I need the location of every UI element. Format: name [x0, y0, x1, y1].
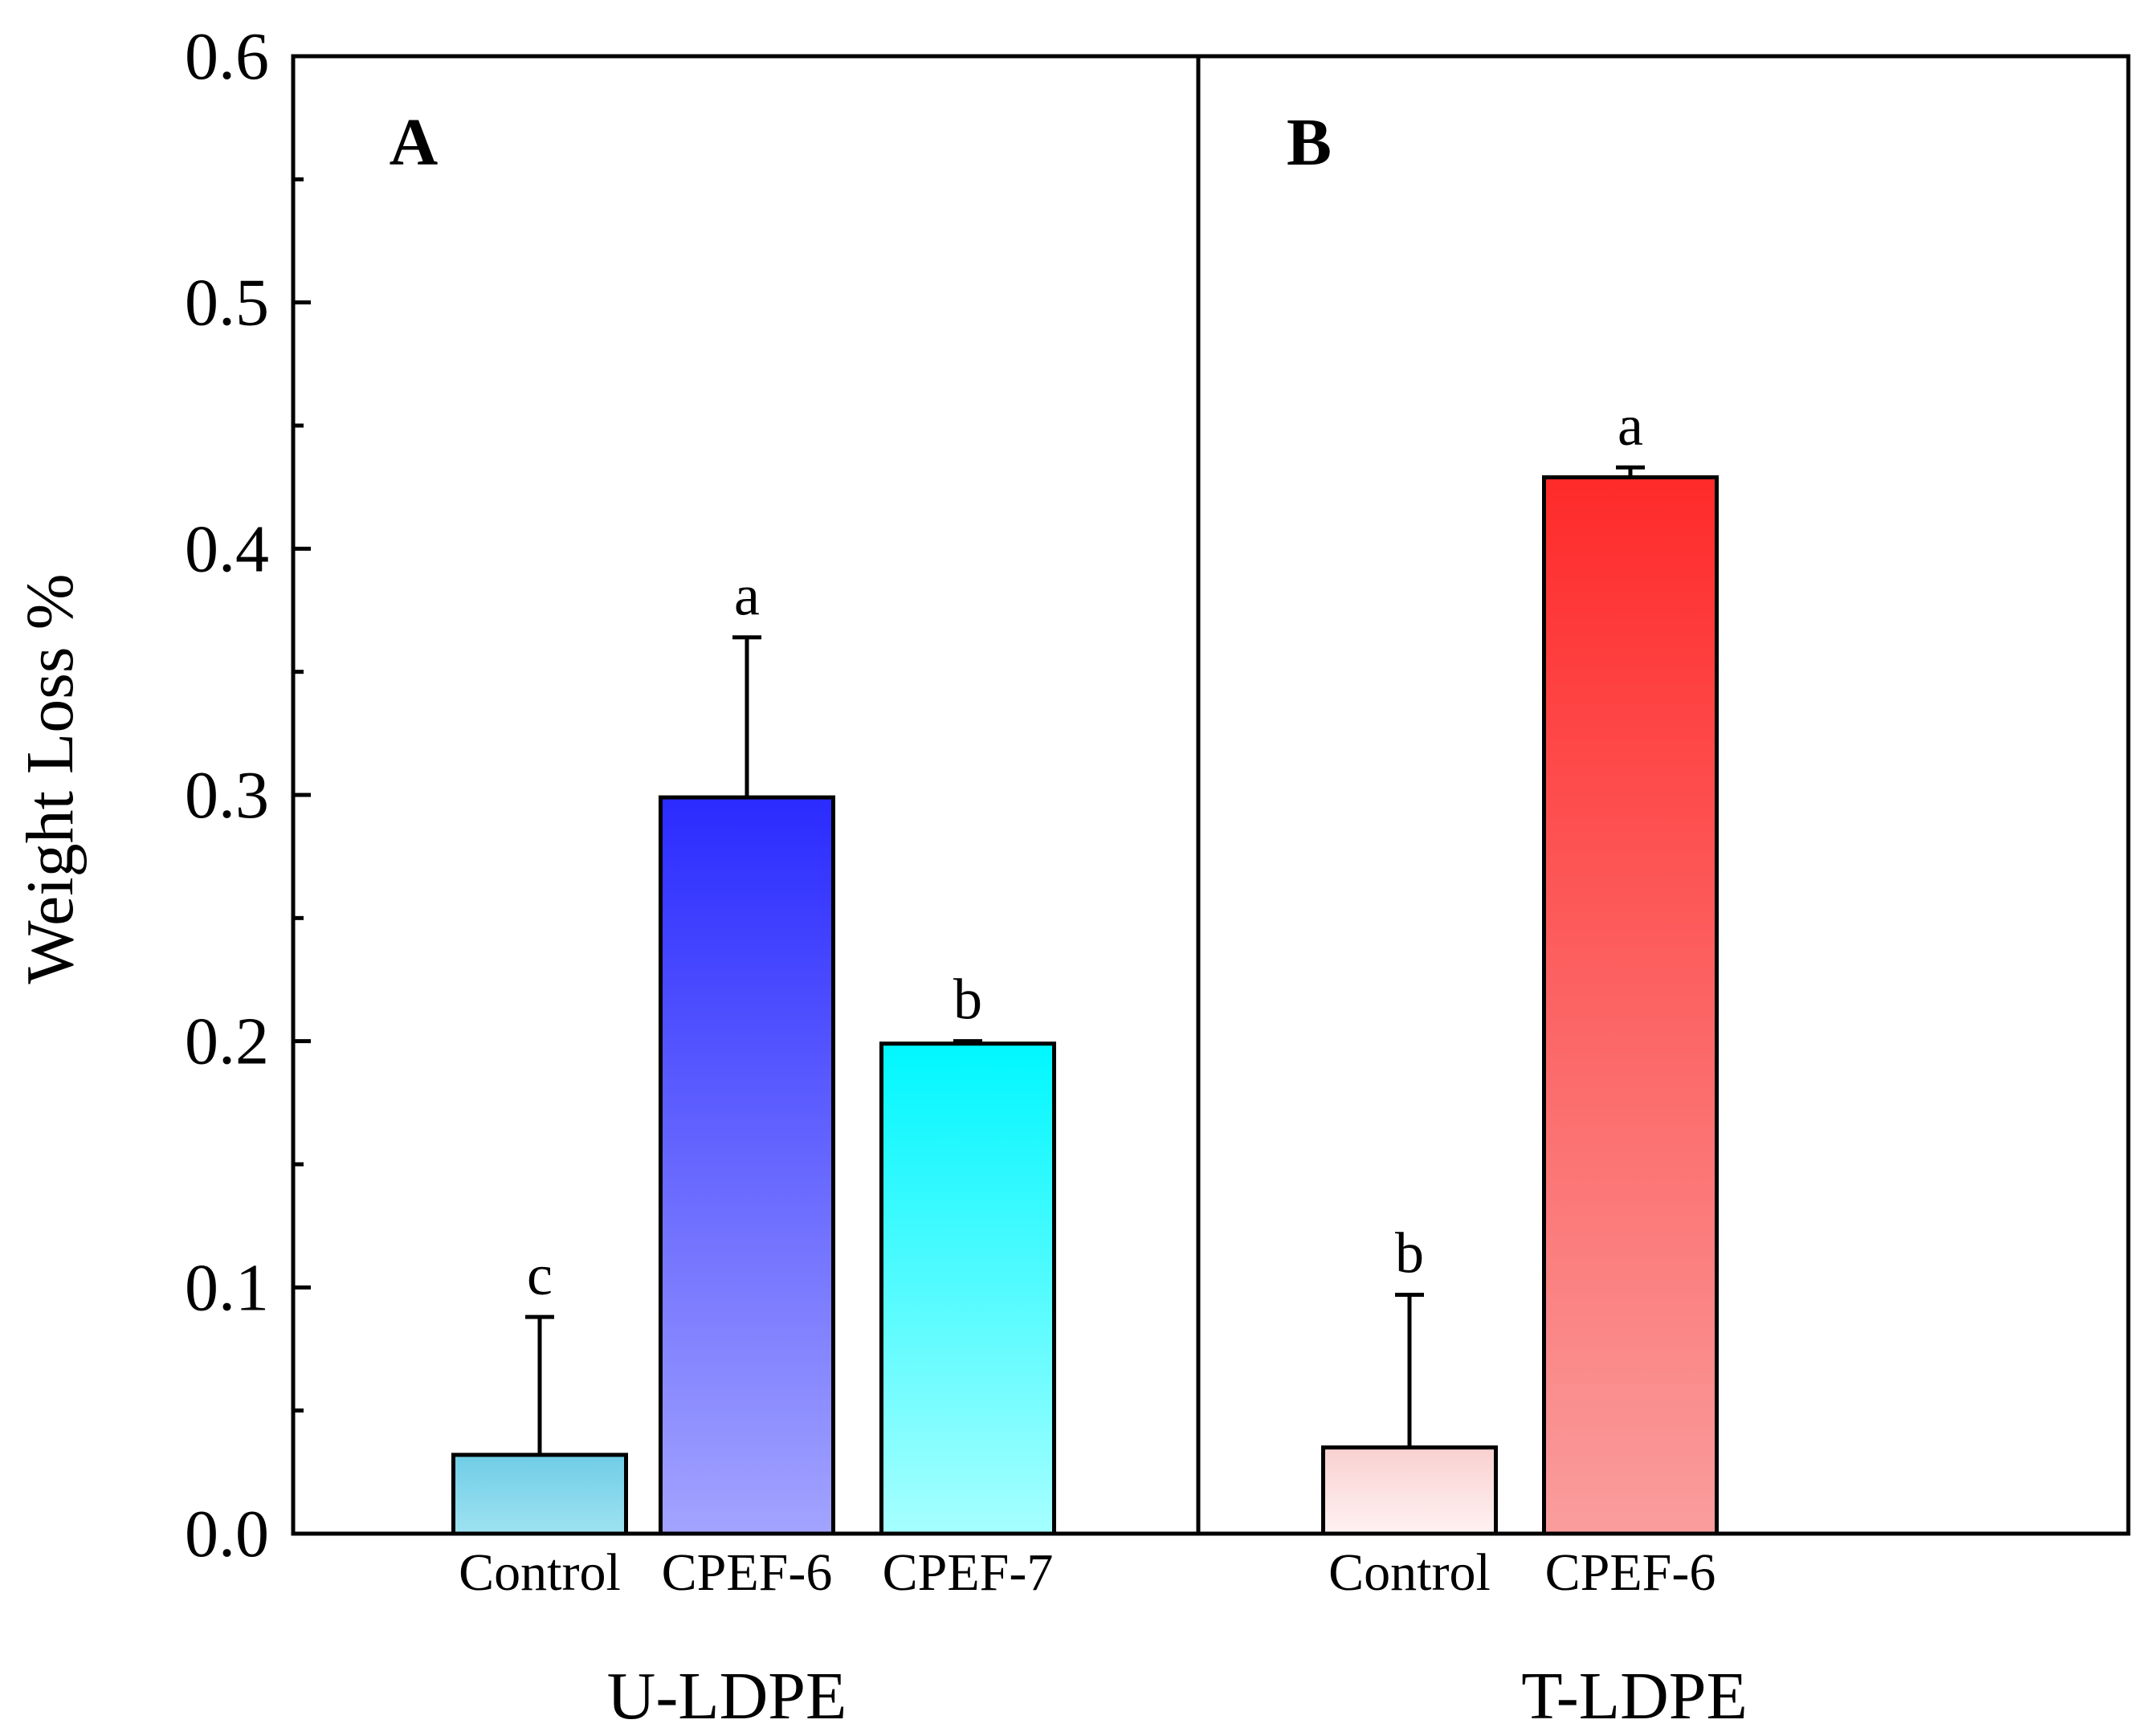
y-tick-label: 0.3: [185, 758, 269, 833]
group-label: U-LDPE: [607, 1659, 847, 1734]
significance-letter: a: [734, 564, 760, 628]
y-tick-label: 0.0: [185, 1497, 269, 1571]
significance-letter: a: [1618, 393, 1643, 458]
significance-letter: b: [1395, 1221, 1424, 1286]
category-label: CPEF-6: [662, 1543, 833, 1602]
significance-letter: c: [527, 1243, 553, 1307]
bar-control-a: [451, 1453, 628, 1536]
y-tick-label: 0.4: [185, 511, 269, 586]
y-tick-label: 0.2: [185, 1005, 269, 1079]
y-axis-ticks: [293, 54, 311, 1536]
significance-letter: b: [953, 968, 982, 1032]
y-tick-label: 0.5: [185, 266, 269, 340]
bar-cpef-6-b: [1542, 475, 1719, 1536]
y-tick-label: 0.6: [185, 19, 269, 94]
y-axis-title: Weight Loss %: [13, 573, 88, 984]
y-tick-label: 0.1: [185, 1250, 269, 1325]
plot-border: [291, 54, 2131, 1536]
category-label: CPEF-7: [883, 1543, 1054, 1602]
bar-cpef-6-a: [659, 795, 835, 1536]
plot-frame: [291, 54, 2131, 1536]
bar-control-b: [1321, 1445, 1498, 1536]
panel-label: A: [390, 105, 439, 180]
group-label: T-LDPE: [1521, 1659, 1748, 1734]
labels-layer: c Control a CPEF-6 b CPEF-7 A U-LDPE b Control a CP…: [185, 19, 1748, 1734]
panel-label: B: [1287, 105, 1332, 180]
category-label: CPEF-6: [1545, 1543, 1716, 1602]
category-label: Control: [459, 1543, 621, 1602]
category-label: Control: [1328, 1543, 1491, 1602]
bars-layer: [451, 465, 1719, 1536]
bar-cpef-7-a: [879, 1041, 1056, 1536]
